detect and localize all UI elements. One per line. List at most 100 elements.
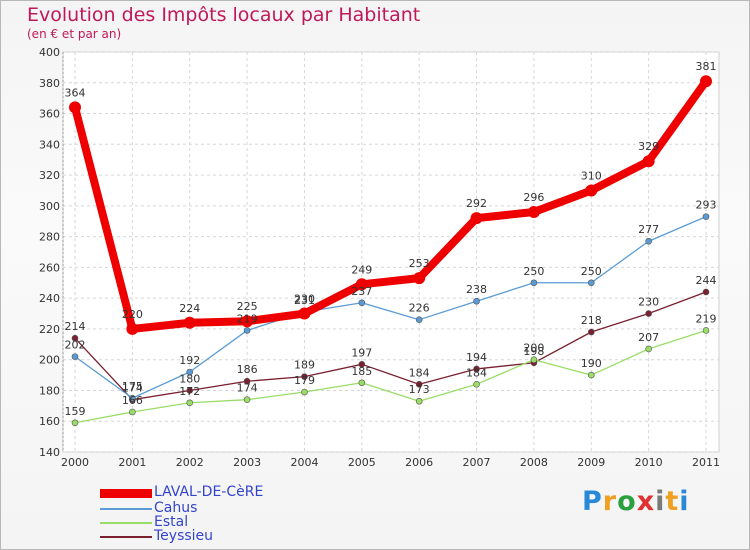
x-tick-label: 2006 [405,456,433,469]
data-point-laval-de-c-re [700,75,712,88]
y-tick-label: 160 [39,415,60,428]
data-label-laval-de-c-re: 249 [351,263,372,276]
data-point-teyssieu [243,377,251,385]
data-label-teyssieu: 184 [409,366,430,379]
data-point-teyssieu [587,328,595,336]
logo-letter: t [665,486,680,517]
logo-letter: P [582,486,603,517]
data-point-cahus [129,394,136,402]
data-point-estal [587,371,595,379]
y-tick-label: 260 [39,261,60,274]
data-point-teyssieu [645,310,652,317]
data-label-cahus: 175 [122,380,143,393]
legend-label-laval: LAVAL-DE-CèRE [154,484,264,500]
data-label-teyssieu: 186 [237,363,258,376]
data-point-estal [71,419,79,427]
data-point-laval-de-c-re [183,316,196,329]
data-label-laval-de-c-re: 292 [466,197,487,210]
data-point-estal [415,397,423,405]
data-label-cahus: 250 [581,265,602,278]
data-point-laval-de-c-re [298,307,311,320]
data-label-cahus: 238 [466,283,487,296]
data-point-estal [702,327,710,334]
data-label-cahus: 226 [409,302,430,315]
data-point-teyssieu [702,288,710,296]
x-tick-label: 2000 [61,456,89,469]
legend-label-teyssieu: Teyssieu [154,528,214,544]
data-label-laval-de-c-re: 310 [581,169,602,182]
y-tick-label: 380 [39,77,60,90]
data-point-estal [186,399,194,407]
series-line-laval-de-c-re [71,77,710,333]
y-tick-label: 220 [39,323,60,336]
y-tick-label: 320 [39,169,60,182]
data-label-estal: 190 [581,357,602,370]
data-point-cahus [243,327,251,334]
y-tick-label: 340 [39,138,60,151]
legend-item-estal: Estal [100,514,280,531]
x-tick-label: 2003 [233,456,261,469]
data-label-laval-de-c-re: 225 [237,300,258,313]
data-label-teyssieu: 197 [351,346,372,359]
logo-letter: r [602,486,618,517]
data-label-estal: 159 [65,405,86,418]
y-tick-label: 300 [39,200,60,213]
x-tick-label: 2009 [577,456,605,469]
data-label-teyssieu: 214 [65,320,86,333]
data-label-teyssieu: 189 [294,359,315,372]
data-point-cahus [358,299,366,307]
data-label-estal: 174 [237,382,258,395]
data-point-estal [530,356,538,363]
data-point-cahus [415,316,423,323]
data-label-estal: 184 [466,366,487,379]
data-point-cahus [702,213,710,220]
data-point-estal [645,345,652,353]
data-label-laval-de-c-re: 381 [696,60,717,73]
legend-item-teyssieu: Teyssieu [100,528,280,545]
data-point-teyssieu [415,381,423,388]
data-point-estal [473,381,480,388]
data-point-laval-de-c-re [470,212,483,225]
chart-subtitle: (en € et par an) [27,27,122,41]
data-label-teyssieu: 180 [179,372,200,385]
legend-item-laval: LAVAL-DE-CèRE [100,484,280,501]
data-label-estal: 172 [179,385,200,398]
data-label-estal: 179 [294,374,315,387]
data-point-cahus [473,297,480,305]
data-point-teyssieu [358,361,366,368]
data-point-laval-de-c-re [355,278,368,291]
data-label-laval-de-c-re: 253 [409,257,430,270]
data-label-laval-de-c-re: 220 [122,308,143,321]
data-point-cahus [71,353,79,360]
legend-swatch-teyssieu [100,536,152,538]
x-tick-label: 2004 [290,456,318,469]
data-label-estal: 200 [523,342,544,355]
x-tick-label: 2001 [118,456,146,469]
data-label-teyssieu: 218 [581,314,602,327]
data-label-cahus: 237 [351,285,372,298]
x-tick-label: 2011 [692,456,720,469]
y-tick-label: 280 [39,231,60,244]
series-line-teyssieu [74,291,707,401]
data-point-teyssieu [473,365,480,373]
data-label-teyssieu: 230 [638,296,659,309]
y-tick-label: 180 [39,384,60,397]
logo-letter: o [617,486,637,517]
data-label-teyssieu: 244 [696,274,717,287]
legend-item-cahus: Cahus [100,500,280,517]
data-label-cahus: 192 [179,354,200,367]
legend-swatch-estal [100,522,152,524]
data-point-laval-de-c-re [69,101,81,114]
x-tick-label: 2002 [176,456,204,469]
data-label-laval-de-c-re: 329 [638,140,659,153]
data-point-estal [129,408,136,416]
data-label-cahus: 293 [696,199,717,212]
data-point-cahus [587,279,595,287]
data-label-cahus: 277 [638,223,659,236]
series-line-estal [74,329,707,424]
data-point-cahus [645,237,652,245]
data-label-cahus: 231 [294,294,315,307]
data-point-teyssieu [301,373,308,380]
data-label-laval-de-c-re: 364 [65,86,86,99]
y-tick-label: 400 [39,46,60,59]
